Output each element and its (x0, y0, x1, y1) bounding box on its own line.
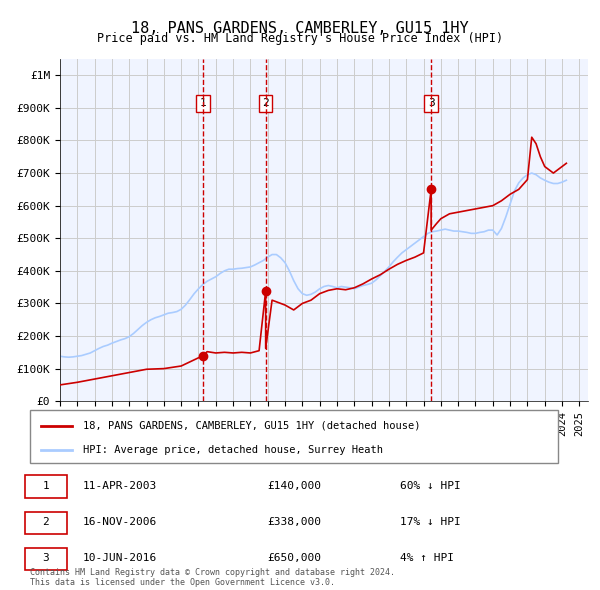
Text: 16-NOV-2006: 16-NOV-2006 (83, 517, 157, 527)
Text: 17% ↓ HPI: 17% ↓ HPI (400, 517, 460, 527)
Text: 10-JUN-2016: 10-JUN-2016 (83, 553, 157, 563)
Text: Price paid vs. HM Land Registry's House Price Index (HPI): Price paid vs. HM Land Registry's House … (97, 32, 503, 45)
Text: 1: 1 (43, 481, 49, 491)
FancyBboxPatch shape (25, 476, 67, 498)
Text: 2: 2 (43, 517, 49, 527)
FancyBboxPatch shape (25, 512, 67, 535)
Text: 18, PANS GARDENS, CAMBERLEY, GU15 1HY (detached house): 18, PANS GARDENS, CAMBERLEY, GU15 1HY (d… (83, 421, 420, 431)
Text: 3: 3 (43, 553, 49, 563)
Text: 4% ↑ HPI: 4% ↑ HPI (400, 553, 454, 563)
Text: 60% ↓ HPI: 60% ↓ HPI (400, 481, 460, 491)
Text: £338,000: £338,000 (268, 517, 322, 527)
Text: 18, PANS GARDENS, CAMBERLEY, GU15 1HY: 18, PANS GARDENS, CAMBERLEY, GU15 1HY (131, 21, 469, 35)
Text: Contains HM Land Registry data © Crown copyright and database right 2024.
This d: Contains HM Land Registry data © Crown c… (30, 568, 395, 587)
Text: 11-APR-2003: 11-APR-2003 (83, 481, 157, 491)
Text: £140,000: £140,000 (268, 481, 322, 491)
Text: 1: 1 (200, 99, 206, 109)
Text: HPI: Average price, detached house, Surrey Heath: HPI: Average price, detached house, Surr… (83, 445, 383, 455)
FancyBboxPatch shape (30, 410, 558, 463)
FancyBboxPatch shape (25, 548, 67, 571)
Text: £650,000: £650,000 (268, 553, 322, 563)
Text: 3: 3 (428, 99, 434, 109)
Text: 2: 2 (262, 99, 269, 109)
